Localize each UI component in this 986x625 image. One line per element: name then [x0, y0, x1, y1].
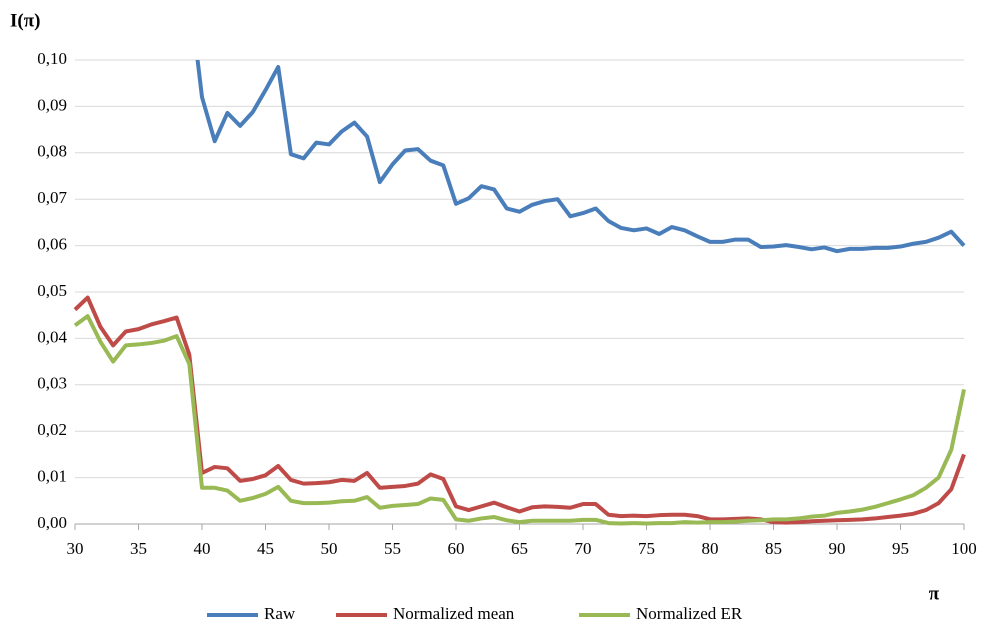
x-tick-label: 30: [67, 539, 84, 558]
y-tick-label: 0,03: [37, 374, 67, 393]
x-tick-label: 55: [384, 539, 401, 558]
y-tick-label: 0,07: [37, 188, 67, 207]
y-tick-label: 0,08: [37, 142, 67, 161]
x-tick-label: 50: [321, 539, 338, 558]
legend-label: Raw: [264, 604, 296, 623]
x-tick-label: 65: [511, 539, 528, 558]
y-tick-label: 0,05: [37, 281, 67, 300]
legend-label: Normalized ER: [636, 604, 743, 623]
x-tick-label: 95: [892, 539, 909, 558]
data-line: [73, 295, 966, 525]
y-tick-label: 0,04: [37, 327, 67, 346]
x-tick-label: 60: [448, 539, 465, 558]
legend-label: Normalized mean: [393, 604, 515, 623]
x-tick-label: 90: [829, 539, 846, 558]
x-tick-label: 40: [194, 539, 211, 558]
y-tick-label: 0,02: [37, 420, 67, 439]
plot-area: [73, 60, 966, 526]
y-tick-label: 0,09: [37, 95, 67, 114]
x-tick-label: 35: [130, 539, 147, 558]
y-tick-label: 0,01: [37, 467, 67, 486]
x-tick-label: 70: [575, 539, 592, 558]
y-tick-label: 0,06: [37, 235, 67, 254]
x-tick-label: 45: [257, 539, 274, 558]
y-tick-label: 0,00: [37, 513, 67, 532]
y-tick-label: 0,10: [37, 49, 67, 68]
data-line: [73, 314, 966, 526]
x-tick-label: 75: [638, 539, 655, 558]
x-tick-label: 80: [702, 539, 719, 558]
x-tick-label: 100: [951, 539, 977, 558]
data-line: [195, 60, 966, 254]
x-axis-label: π: [929, 583, 940, 604]
x-tick-label: 85: [765, 539, 782, 558]
y-axis-label: I(π): [10, 10, 40, 31]
